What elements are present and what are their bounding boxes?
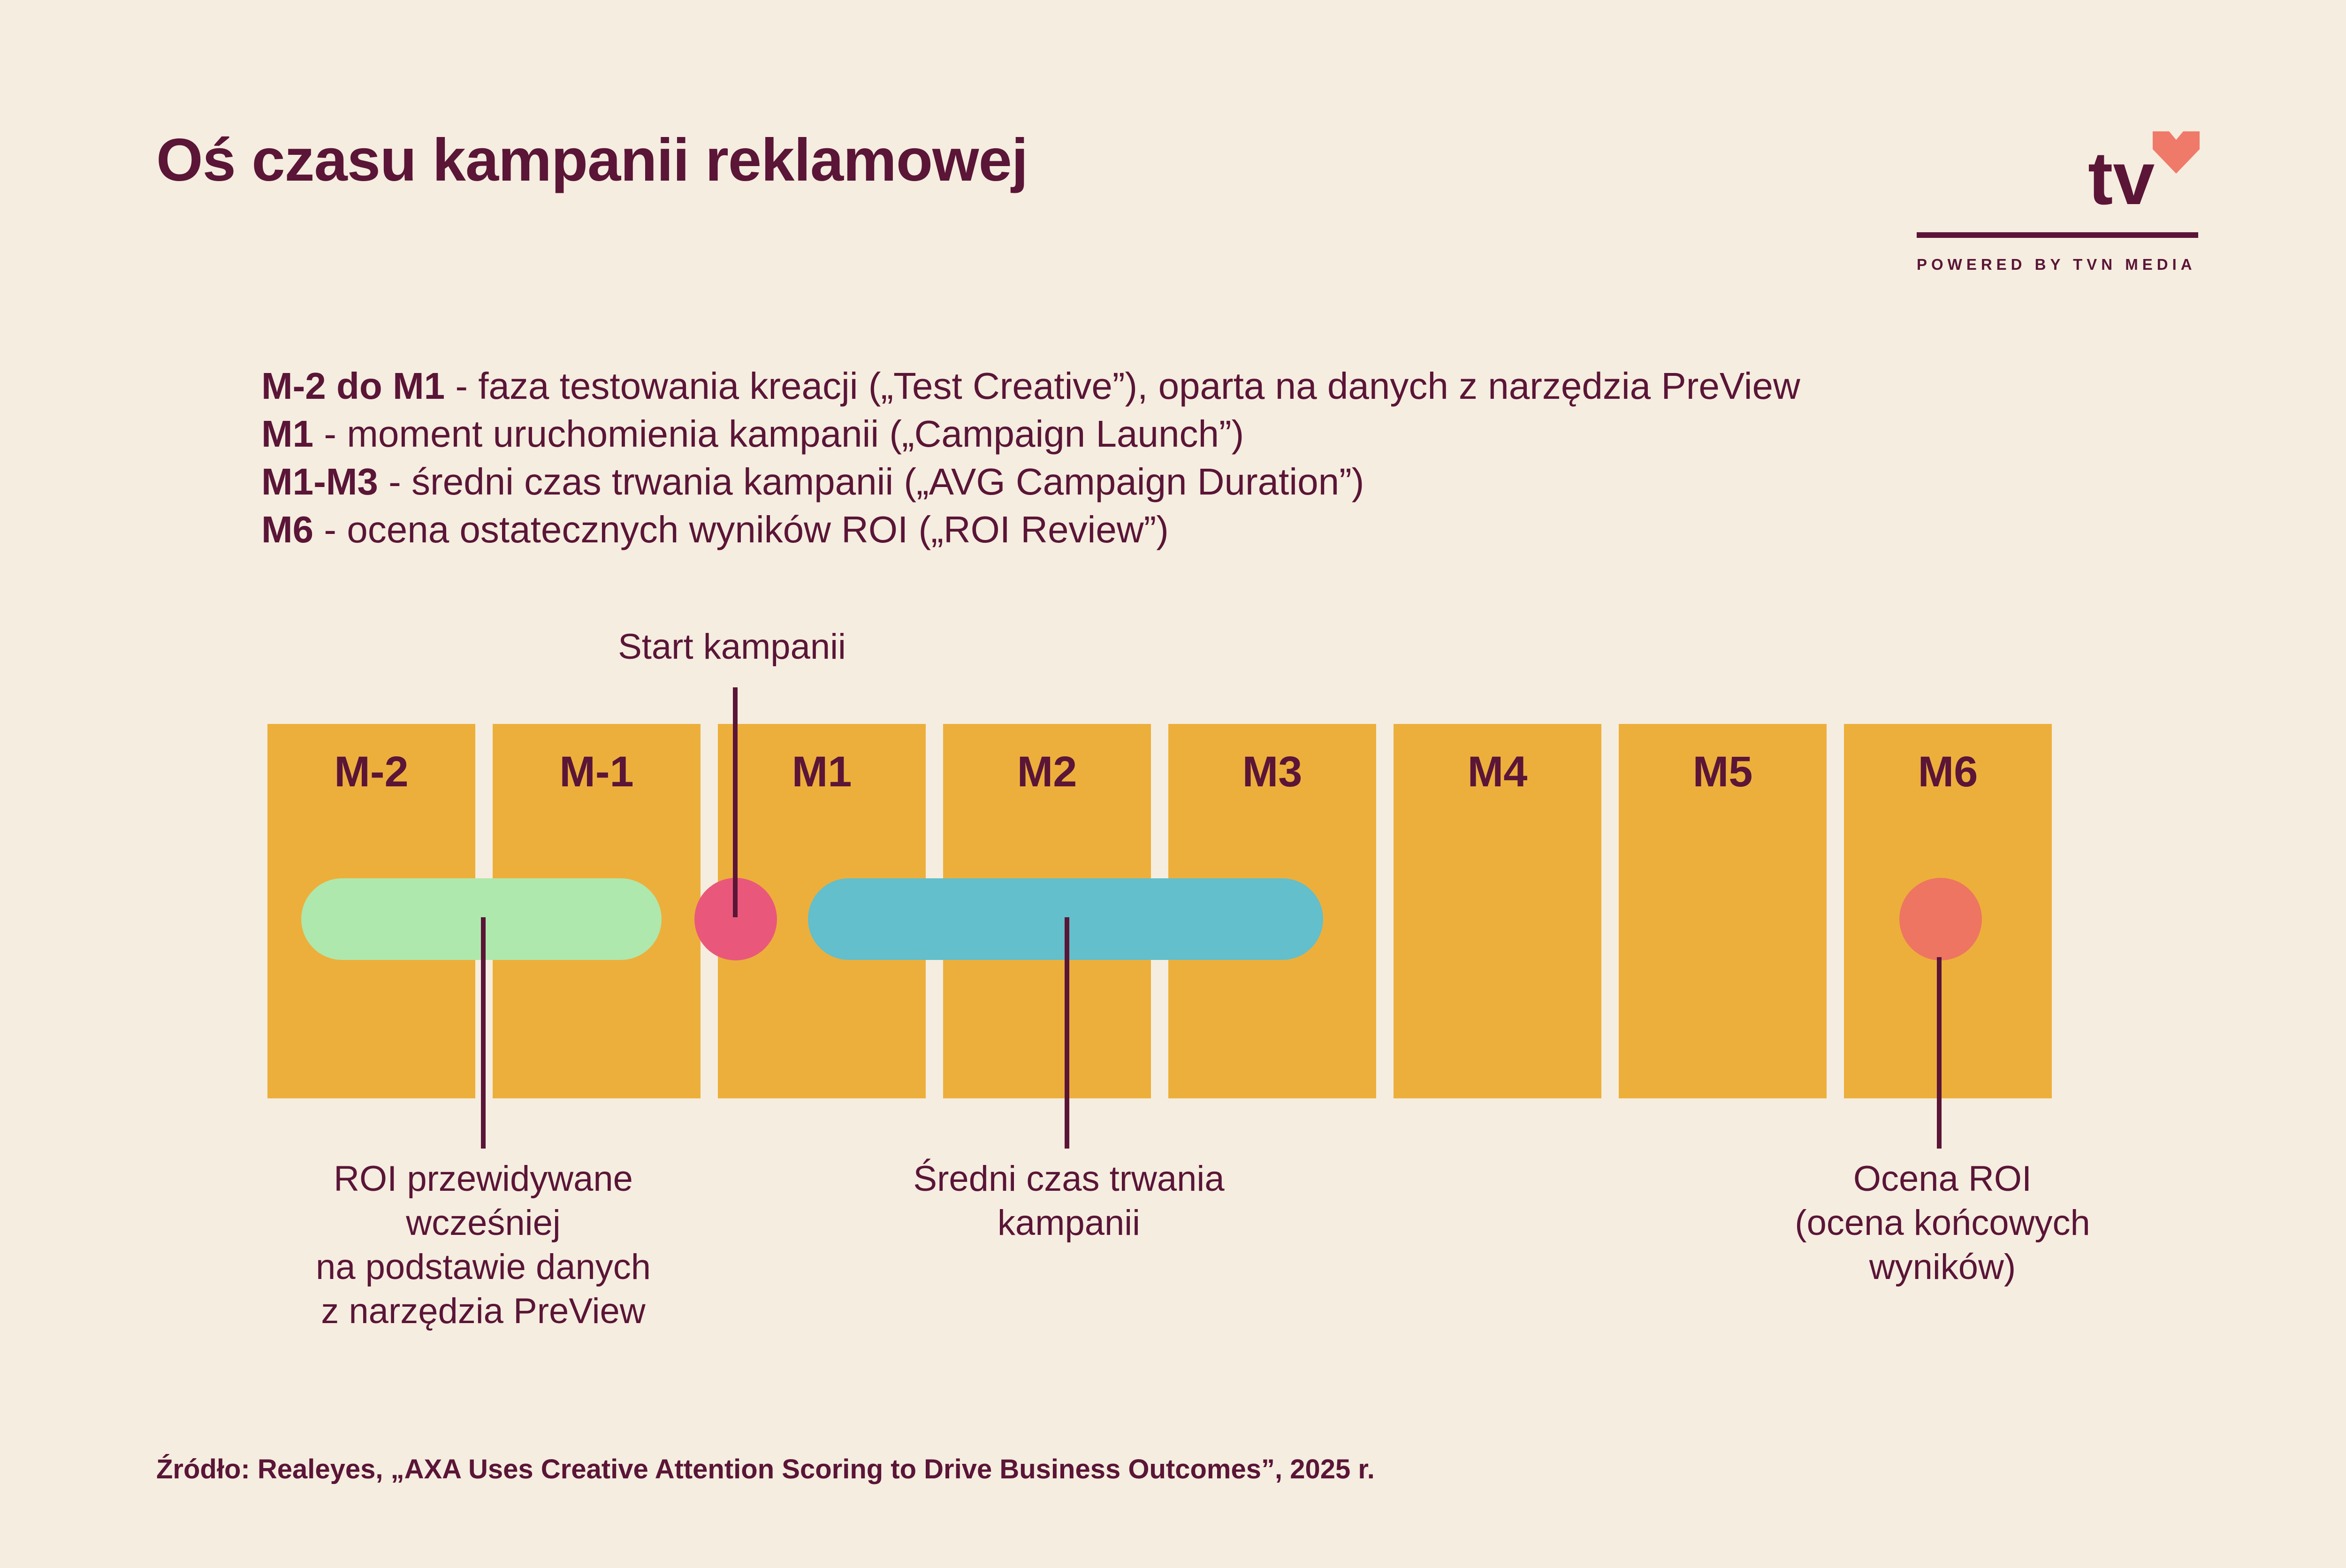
legend-item-launch: M1 - moment uruchomienia kampanii („Camp… <box>261 410 1800 458</box>
callout-line: z narzędzia PreView <box>321 1291 646 1331</box>
logo-divider <box>1917 232 2198 238</box>
callout-line: wcześniej <box>406 1203 561 1243</box>
roi-predicted-callout: ROI przewidywane wcześniej na podstawie … <box>249 1157 718 1333</box>
tvn-logo: tv POWERED BY TVN MEDIA <box>1914 122 2200 282</box>
callout-line: (ocena końcowych <box>1795 1203 2090 1243</box>
callout-line: Ocena ROI <box>1853 1159 2032 1199</box>
month-block-m5: M5 <box>1619 724 1827 1098</box>
legend-key: M1-M3 <box>261 461 378 502</box>
month-label: M4 <box>1467 748 1528 796</box>
logo-text: tv <box>2088 136 2155 220</box>
month-label: M-2 <box>334 748 409 796</box>
callout-line: Średni czas trwania <box>913 1159 1225 1199</box>
legend-key: M6 <box>261 509 314 550</box>
month-label: M1 <box>792 748 852 796</box>
month-label: M6 <box>1918 748 1978 796</box>
source-note: Źródło: Realeyes, „AXA Uses Creative Att… <box>156 1454 1375 1484</box>
month-label: M3 <box>1242 748 1302 796</box>
roi-review-dot <box>1899 878 1982 960</box>
avg-duration-callout: Średni czas trwania kampanii <box>834 1157 1303 1245</box>
legend-key: M1 <box>261 413 314 455</box>
month-label: M-1 <box>559 748 634 796</box>
start-connector-line <box>733 687 738 917</box>
duration-connector-line <box>1065 917 1069 1149</box>
legend-desc: - moment uruchomienia kampanii („Campaig… <box>313 413 1244 455</box>
legend-item-roi-review: M6 - ocena ostatecznych wyników ROI („RO… <box>261 506 1800 554</box>
month-label: M5 <box>1692 748 1753 796</box>
legend-item-duration: M1-M3 - średni czas trwania kampanii („A… <box>261 458 1800 506</box>
legend-desc: - faza testowania kreacji („Test Creativ… <box>445 365 1800 407</box>
legend-key: M-2 do M1 <box>261 365 445 407</box>
month-block-m4: M4 <box>1394 724 1601 1098</box>
logo-tagline: POWERED BY TVN MEDIA <box>1917 256 2196 273</box>
test-phase-connector-line <box>481 917 486 1149</box>
roi-review-connector-line <box>1937 957 1942 1149</box>
callout-line: na podstawie danych <box>315 1247 651 1287</box>
legend-item-test-creative: M-2 do M1 - faza testowania kreacji („Te… <box>261 362 1800 410</box>
legend-desc: - ocena ostatecznych wyników ROI („ROI R… <box>313 509 1169 550</box>
roi-review-callout: Ocena ROI (ocena końcowych wyników) <box>1708 1157 2177 1289</box>
heart-icon <box>2153 131 2200 174</box>
page-title: Oś czasu kampanii reklamowej <box>156 127 1028 194</box>
legend-desc: - średni czas trwania kampanii („AVG Cam… <box>378 461 1364 502</box>
start-campaign-label: Start kampanii <box>618 627 846 667</box>
callout-line: wyników) <box>1869 1247 2016 1287</box>
legend: M-2 do M1 - faza testowania kreacji („Te… <box>261 362 1800 554</box>
callout-line: kampanii <box>997 1203 1141 1243</box>
callout-line: ROI przewidywane <box>334 1159 633 1199</box>
month-label: M2 <box>1017 748 1077 796</box>
